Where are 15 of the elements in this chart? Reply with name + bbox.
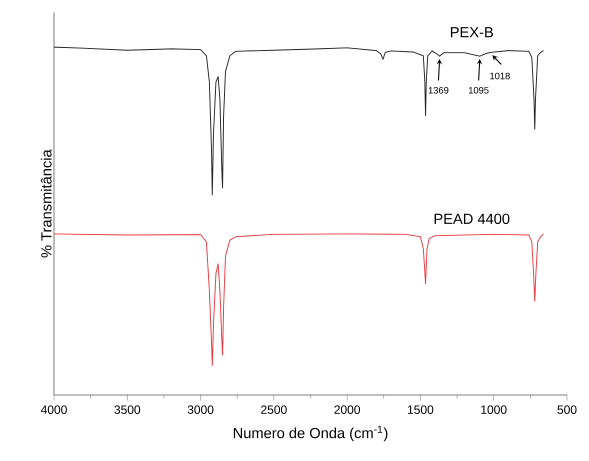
annotation: 1095	[468, 86, 489, 94]
series-label: PEAD 4400	[434, 214, 510, 224]
x-axis-title: Numero de Onda (cm$^{-1}$)	[234, 426, 388, 442]
x-tick-label: 2500	[261, 405, 287, 414]
annotation: 1369	[428, 86, 448, 94]
x-tick-label: 4000	[40, 405, 67, 414]
series-label: PEX-B	[450, 27, 493, 38]
x-tick-label: 1000	[481, 405, 507, 414]
y-axis-title: % Transmitância	[40, 149, 52, 258]
annotation: 1018	[490, 72, 510, 80]
x-tick-label: 3000	[188, 405, 214, 414]
x-tick-label: 500	[557, 405, 577, 414]
x-tick-label: 3500	[114, 405, 140, 414]
x-tick-label: 1500	[408, 405, 434, 414]
x-tick-label: 2000	[334, 405, 360, 414]
